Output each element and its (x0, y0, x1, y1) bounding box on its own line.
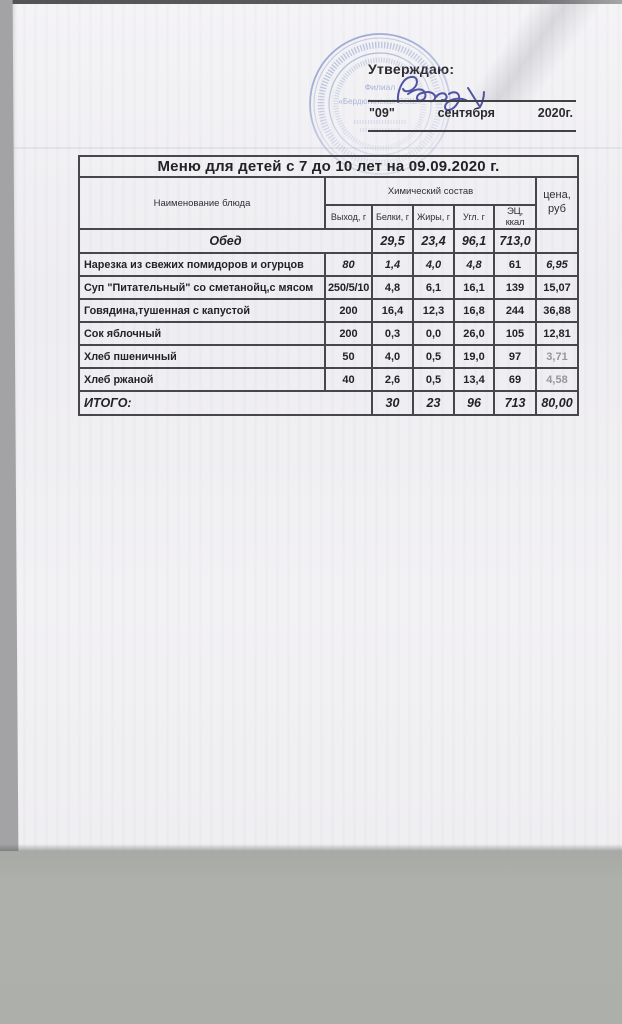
table-row: Суп "Питательный" со сметанойц,с мясом 2… (78, 275, 579, 300)
protein-cell: 1,4 (371, 252, 414, 277)
price-cell: 12,81 (535, 321, 579, 346)
energy-cell: 244 (493, 298, 537, 323)
protein-cell: 0,3 (371, 321, 414, 346)
output-cell: 50 (324, 344, 373, 369)
table-row: Хлеб пшеничный 50 4,0 0,5 19,0 97 3,71 (78, 344, 579, 369)
stamp-org-line1: Филиал (365, 82, 396, 92)
table-row: Сок яблочный 200 0,3 0,0 26,0 105 12,81 (78, 321, 579, 346)
output-cell: 80 (324, 252, 373, 277)
price-cell: 80,00 (535, 390, 579, 416)
fat-cell: 12,3 (412, 298, 455, 323)
section-row-lunch: Обед 29,5 23,4 96,1 713,0 (78, 228, 579, 254)
dish-name-cell: Суп "Питательный" со сметанойц,с мясом (78, 275, 326, 300)
fat-cell: 0,5 (412, 344, 455, 369)
price-cell: 15,07 (535, 275, 579, 300)
approval-label: Утверждаю: (368, 61, 455, 77)
date-day: "09" (369, 106, 395, 120)
carb-cell: 16,8 (453, 298, 495, 323)
protein-cell: 2,6 (371, 367, 414, 392)
dish-name-cell: Хлеб пшеничный (78, 344, 326, 369)
scanner-edge-left (0, 0, 19, 852)
scanner-background (0, 851, 622, 1024)
protein-cell: 4,0 (371, 344, 414, 369)
dish-name-cell: Нарезка из свежих помидоров и огурцов (78, 252, 326, 277)
carb-cell: 16,1 (453, 275, 495, 300)
fat-cell: 4,0 (412, 252, 455, 277)
col-header-carb: Угл. г (453, 204, 495, 230)
carb-cell: 13,4 (453, 367, 495, 392)
scan-artifact-band (12, 147, 622, 149)
price-cell: 3,71 (535, 344, 579, 369)
signature-line (368, 100, 576, 102)
col-header-output: Выход, г (324, 204, 373, 230)
signature-ink (396, 75, 485, 112)
output-cell: 40 (324, 367, 373, 392)
carb-cell: 96 (453, 390, 495, 416)
output-cell: 250/5/10 (324, 275, 373, 300)
col-header-dish: Наименование блюда (78, 176, 326, 230)
fat-cell: 0,5 (412, 367, 455, 392)
fat-cell: 23,4 (412, 228, 455, 254)
carb-cell: 96,1 (453, 228, 495, 254)
price-cell: 4,58 (535, 367, 579, 392)
protein-cell: 16,4 (371, 298, 414, 323)
col-header-fat: Жиры, г (412, 204, 455, 230)
table-title-row: Меню для детей с 7 до 10 лет на 09.09.20… (78, 155, 579, 178)
energy-cell: 61 (493, 252, 537, 277)
carb-cell: 19,0 (453, 344, 495, 369)
energy-cell: 139 (493, 275, 537, 300)
table-header-row: Наименование блюда Химический состав цен… (78, 176, 579, 230)
paper-crease (422, 0, 622, 100)
dish-name-cell: Говядина,тушенная с капустой (78, 298, 326, 323)
scanner-edge-top (0, 0, 622, 4)
total-row: ИТОГО: 30 23 96 713 80,00 (78, 390, 579, 416)
energy-cell: 713 (493, 390, 537, 416)
table-subheader-row: Выход, г Белки, г Жиры, г Угл. г ЭЦ, кка… (79, 204, 578, 230)
table-row: Хлеб ржаной 40 2,6 0,5 13,4 69 4,58 (78, 367, 579, 392)
date-month: сентября (437, 106, 495, 120)
fat-cell: 6,1 (412, 275, 455, 300)
col-header-chem-group: Химический состав (324, 176, 537, 206)
col-header-energy: ЭЦ, ккал (493, 204, 537, 230)
protein-cell: 29,5 (371, 228, 414, 254)
price-cell: 6,95 (535, 252, 579, 277)
page-edge-shadow (0, 844, 622, 851)
output-cell: 200 (324, 321, 373, 346)
total-label-cell: ИТОГО: (78, 390, 373, 416)
output-cell: 200 (324, 298, 373, 323)
col-header-protein: Белки, г (371, 204, 414, 230)
section-name-cell: Обед (78, 228, 373, 254)
menu-table: Меню для детей с 7 до 10 лет на 09.09.20… (78, 155, 579, 416)
protein-cell: 4,8 (371, 275, 414, 300)
protein-cell: 30 (371, 390, 414, 416)
fat-cell: 0,0 (412, 321, 455, 346)
paper-sheet (12, 3, 622, 851)
table-row: Говядина,тушенная с капустой 200 16,4 12… (78, 298, 579, 323)
fat-cell: 23 (412, 390, 455, 416)
carb-cell: 26,0 (453, 321, 495, 346)
date-line: "09" сентября 2020г. (369, 106, 573, 120)
col-header-price: цена, руб (535, 176, 579, 230)
menu-title: Меню для детей с 7 до 10 лет на 09.09.20… (78, 155, 579, 178)
price-cell: 36,88 (535, 298, 579, 323)
energy-cell: 69 (493, 367, 537, 392)
carb-cell: 4,8 (453, 252, 495, 277)
energy-cell: 713,0 (493, 228, 537, 254)
dish-name-cell: Сок яблочный (78, 321, 326, 346)
energy-cell: 105 (493, 321, 537, 346)
date-year: 2020г. (537, 106, 573, 120)
price-cell (535, 228, 579, 254)
dish-name-cell: Хлеб ржаной (78, 367, 326, 392)
energy-cell: 97 (493, 344, 537, 369)
date-underline (368, 130, 576, 132)
table-row: Нарезка из свежих помидоров и огурцов 80… (78, 252, 579, 277)
